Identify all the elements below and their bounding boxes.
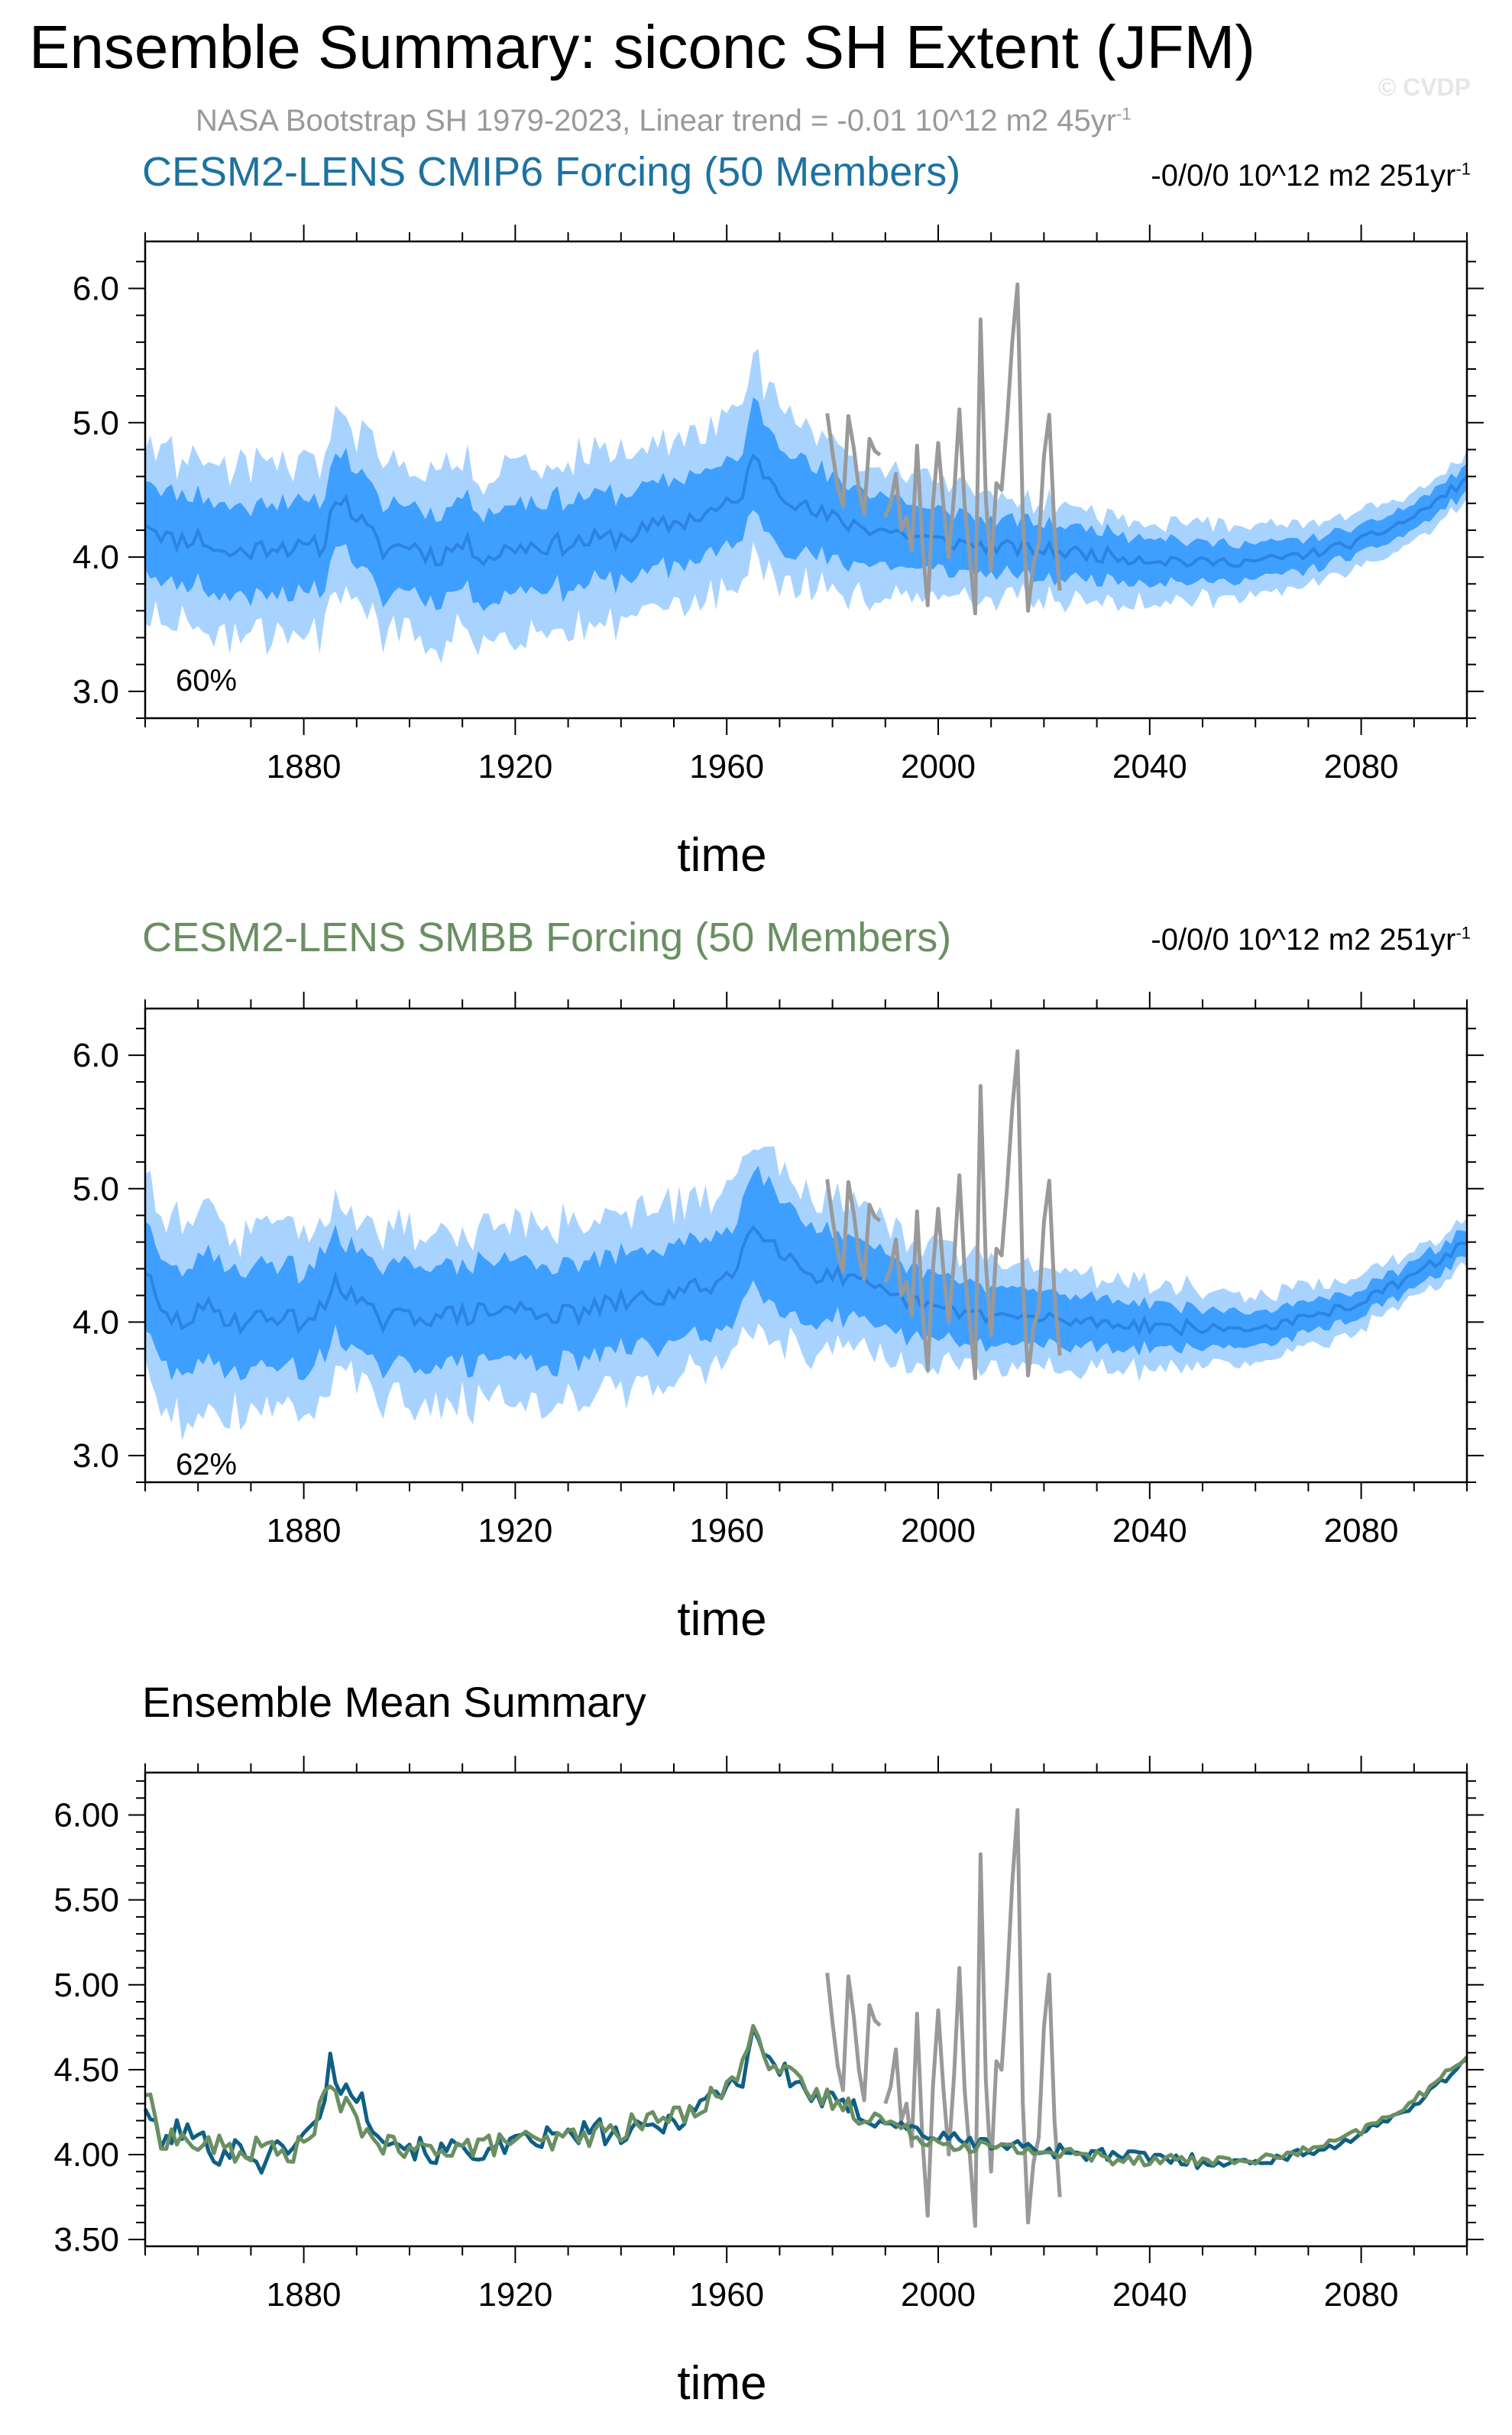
panel2-title: CESM2-LENS SMBB Forcing (50 Members) — [142, 915, 952, 960]
x-tick-label: 2040 — [1112, 2276, 1187, 2314]
series-line-smbb — [144, 2024, 1468, 2168]
panel1-trend-label: -0/0/0 10^12 m2 251yr-1 — [1151, 159, 1471, 193]
x-axis-title: time — [677, 1593, 766, 1646]
panel3-axes: 1880 1920 1960 2000 2040 2080 3.50 4.00 4.50 5.00… — [53, 1756, 1484, 2410]
panel1-percent-label: 60% — [176, 664, 237, 698]
x-tick-label: 2040 — [1112, 748, 1187, 785]
panel3-observations — [825, 1808, 1062, 2228]
x-tick-label: 2000 — [901, 748, 976, 785]
x-axis-title: time — [677, 829, 766, 882]
panel2-observations — [825, 1049, 1062, 1381]
panel2-trend-sup: -1 — [1455, 923, 1471, 943]
x-tick-label: 2000 — [901, 2276, 976, 2314]
panel3-title: Ensemble Mean Summary — [142, 1678, 646, 1726]
panel1-axes: 1880 1920 1960 2000 2040 2080 3.0 4.0 5.0 6.0 time — [73, 225, 1484, 882]
y-tick-label: 5.50 — [53, 1882, 119, 1919]
x-tick-label: 1920 — [478, 2276, 552, 2314]
x-tick-label: 1880 — [267, 1512, 342, 1549]
x-tick-label: 2000 — [901, 1512, 976, 1549]
panel1-trend-sup: -1 — [1455, 159, 1471, 179]
panel2-trend-text: -0/0/0 10^12 m2 251yr — [1151, 923, 1456, 957]
y-tick-label: 6.0 — [73, 270, 119, 308]
x-tick-label: 2040 — [1112, 1512, 1187, 1549]
y-tick-label: 4.0 — [73, 1303, 119, 1341]
x-axis-title: time — [677, 2357, 766, 2410]
x-tick-label: 1960 — [689, 748, 764, 785]
panel1-title: CESM2-LENS CMIP6 Forcing (50 Members) — [142, 149, 961, 195]
obs-subtitle-sup: -1 — [1116, 104, 1132, 124]
panel1-plot-area — [145, 348, 1467, 664]
obs-line — [825, 1972, 882, 2103]
obs-line — [825, 1179, 882, 1281]
obs-subtitle-text: NASA Bootstrap SH 1979-2023, Linear tren… — [196, 104, 1117, 138]
obs-line — [883, 1049, 1062, 1381]
y-tick-label: 4.0 — [73, 539, 119, 576]
main-title: Ensemble Summary: siconc SH Extent (JFM) — [29, 13, 1255, 81]
panel2-trend-label: -0/0/0 10^12 m2 251yr-1 — [1151, 923, 1471, 957]
y-tick-label: 3.0 — [73, 1437, 119, 1475]
watermark: © CVDP — [1378, 73, 1471, 101]
x-tick-label: 2080 — [1324, 748, 1399, 785]
ensemble-mean-line — [145, 453, 1467, 568]
panel3-frame — [144, 1771, 1468, 2248]
x-tick-label: 2080 — [1324, 1512, 1399, 1549]
ensemble-mean-line — [145, 1225, 1467, 1337]
x-tick-label: 1880 — [267, 2276, 342, 2314]
y-tick-label: 5.0 — [73, 1171, 119, 1208]
panel1-frame — [144, 240, 1468, 720]
panel2-axes: 1880 1920 1960 2000 2040 2080 3.0 4.0 5.0 6.0 time — [73, 992, 1484, 1646]
obs-subtitle: NASA Bootstrap SH 1979-2023, Linear tren… — [196, 104, 1132, 138]
panel1-observations — [825, 282, 1062, 616]
y-tick-label: 6.0 — [73, 1037, 119, 1074]
x-tick-label: 1960 — [689, 2276, 764, 2314]
y-tick-label: 4.50 — [53, 2051, 119, 2089]
x-tick-label: 2080 — [1324, 2276, 1399, 2314]
x-tick-label: 1960 — [689, 1512, 764, 1549]
panel2-percent-label: 62% — [176, 1448, 237, 1481]
panel2-frame — [144, 1007, 1468, 1484]
y-tick-label: 6.00 — [53, 1797, 119, 1834]
y-tick-label: 5.00 — [53, 1967, 119, 2004]
y-tick-label: 3.0 — [73, 673, 119, 711]
obs-line — [883, 1808, 1062, 2228]
x-tick-label: 1920 — [478, 748, 552, 785]
obs-line — [883, 282, 1062, 616]
x-tick-label: 1920 — [478, 1512, 552, 1549]
y-tick-label: 5.0 — [73, 404, 119, 442]
panel2-plot-area — [145, 1146, 1467, 1441]
y-tick-label: 4.00 — [53, 2136, 119, 2174]
y-tick-label: 3.50 — [53, 2221, 119, 2259]
x-tick-label: 1880 — [267, 748, 342, 785]
obs-line — [825, 413, 882, 516]
panel1-trend-text: -0/0/0 10^12 m2 251yr — [1151, 159, 1456, 193]
